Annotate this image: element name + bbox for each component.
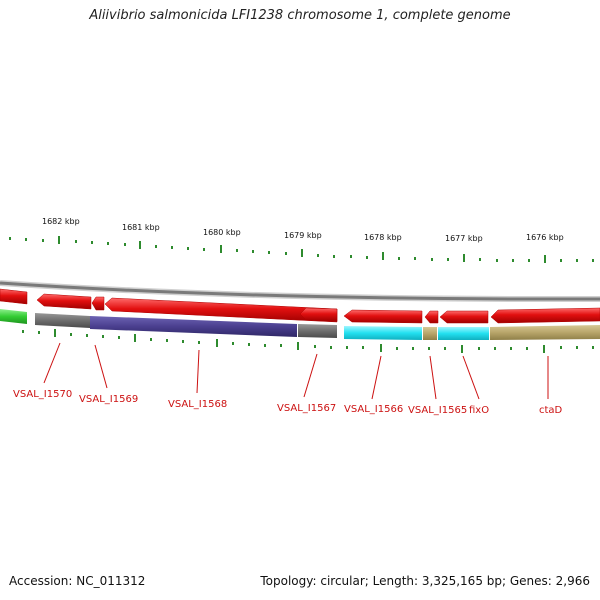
category-block — [90, 316, 297, 337]
kbp-label: 1681 kbp — [122, 223, 160, 232]
scale-ticks — [9, 236, 594, 263]
category-block — [35, 313, 90, 328]
lower-ticks — [22, 329, 594, 353]
category-block — [298, 324, 337, 338]
leader-lines — [43, 342, 549, 400]
genome-summary-text: Topology: circular; Length: 3,325,165 bp… — [260, 574, 590, 588]
accession-text: Accession: NC_011312 — [9, 574, 146, 588]
category-block — [490, 325, 600, 340]
gene-label: ctaD — [539, 405, 563, 416]
genome-title: Aliivibrio salmonicida LFI1238 chromosom… — [89, 8, 511, 23]
cds-arrow — [104, 297, 338, 323]
kbp-label: 1680 kbp — [203, 228, 241, 237]
category-block — [438, 327, 489, 340]
category-block — [344, 326, 422, 340]
gene-label: VSAL_I1569 — [79, 394, 138, 405]
gene-label: VSAL_I1566 — [344, 404, 403, 415]
gene-label: VSAL_I1565 — [408, 405, 467, 416]
cds-arrow — [299, 307, 338, 322]
category-block — [0, 309, 27, 324]
cds-arrow — [424, 310, 439, 324]
cds-track — [0, 288, 600, 324]
cds-arrow — [0, 288, 28, 305]
kbp-label: 1679 kbp — [284, 231, 322, 240]
kbp-label: 1678 kbp — [364, 233, 402, 242]
cds-arrow — [490, 307, 600, 324]
cds-arrow — [91, 296, 105, 311]
gene-label: VSAL_I1567 — [277, 403, 336, 414]
gene-label: VSAL_I1570 — [13, 389, 72, 400]
kbp-label: 1682 kbp — [42, 217, 80, 226]
gene-label: VSAL_I1568 — [168, 399, 227, 410]
gene-label: fixO — [469, 405, 489, 416]
category-track — [0, 309, 600, 340]
cds-arrow — [36, 293, 92, 310]
category-block — [423, 327, 437, 340]
kbp-label: 1676 kbp — [526, 233, 564, 242]
cds-arrow — [343, 309, 423, 324]
cds-arrow — [439, 310, 489, 324]
kbp-label: 1677 kbp — [445, 234, 483, 243]
